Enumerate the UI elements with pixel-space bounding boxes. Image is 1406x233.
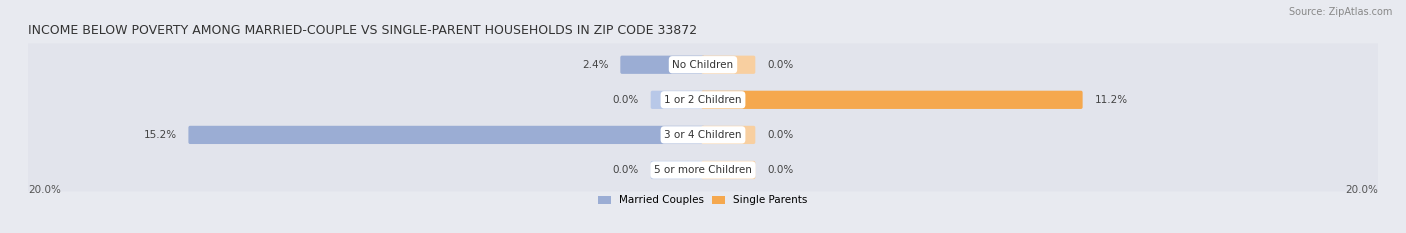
Text: 0.0%: 0.0% [613, 165, 638, 175]
Text: 0.0%: 0.0% [768, 130, 793, 140]
Text: 3 or 4 Children: 3 or 4 Children [664, 130, 742, 140]
Text: 15.2%: 15.2% [143, 130, 177, 140]
Text: No Children: No Children [672, 60, 734, 70]
FancyBboxPatch shape [651, 161, 704, 179]
Text: 20.0%: 20.0% [1346, 185, 1378, 195]
FancyBboxPatch shape [702, 126, 755, 144]
FancyBboxPatch shape [20, 79, 1386, 121]
Text: 2.4%: 2.4% [582, 60, 609, 70]
Text: 20.0%: 20.0% [28, 185, 60, 195]
Text: 0.0%: 0.0% [768, 60, 793, 70]
Text: 5 or more Children: 5 or more Children [654, 165, 752, 175]
FancyBboxPatch shape [702, 56, 755, 74]
Text: 0.0%: 0.0% [768, 165, 793, 175]
Text: Source: ZipAtlas.com: Source: ZipAtlas.com [1288, 7, 1392, 17]
FancyBboxPatch shape [20, 113, 1386, 156]
FancyBboxPatch shape [20, 149, 1386, 191]
FancyBboxPatch shape [702, 91, 1083, 109]
Text: 0.0%: 0.0% [613, 95, 638, 105]
FancyBboxPatch shape [620, 56, 704, 74]
FancyBboxPatch shape [651, 91, 704, 109]
Text: INCOME BELOW POVERTY AMONG MARRIED-COUPLE VS SINGLE-PARENT HOUSEHOLDS IN ZIP COD: INCOME BELOW POVERTY AMONG MARRIED-COUPL… [28, 24, 697, 37]
Legend: Married Couples, Single Parents: Married Couples, Single Parents [599, 195, 807, 205]
FancyBboxPatch shape [20, 43, 1386, 86]
Text: 1 or 2 Children: 1 or 2 Children [664, 95, 742, 105]
FancyBboxPatch shape [188, 126, 704, 144]
Text: 11.2%: 11.2% [1094, 95, 1128, 105]
FancyBboxPatch shape [702, 161, 755, 179]
